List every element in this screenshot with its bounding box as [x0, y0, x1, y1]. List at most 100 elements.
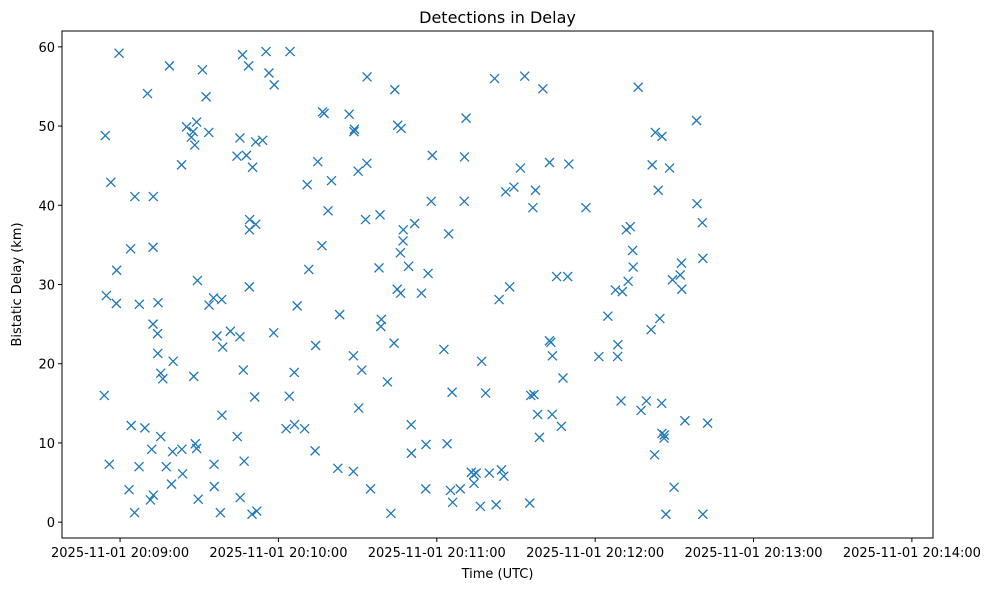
x-axis-label: Time (UTC) [461, 567, 534, 582]
data-point-4 [105, 177, 116, 188]
data-point-156 [480, 388, 491, 398]
data-point-138 [427, 150, 438, 161]
x-tick-label-2: 2025-11-01 20:11:00 [368, 546, 506, 561]
data-point-218 [676, 258, 687, 269]
data-point-88 [289, 419, 300, 430]
data-point-105 [349, 124, 360, 135]
data-point-203 [647, 159, 658, 170]
data-point-141 [442, 438, 453, 449]
data-point-102 [334, 309, 345, 320]
data-point-8 [124, 484, 135, 495]
data-point-163 [500, 186, 511, 197]
data-point-95 [312, 156, 323, 167]
data-point-36 [177, 468, 188, 479]
data-point-73 [247, 162, 258, 173]
data-point-103 [344, 109, 355, 120]
y-tick-label-4: 40 [38, 199, 55, 214]
data-point-54 [211, 331, 222, 341]
x-tick-label-3: 2025-11-01 20:12:00 [526, 546, 664, 561]
data-point-216 [669, 482, 680, 493]
data-point-223 [697, 217, 708, 228]
data-point-143 [445, 485, 456, 496]
data-point-68 [241, 150, 252, 161]
data-point-139 [426, 196, 437, 207]
data-point-82 [269, 79, 280, 90]
data-point-14 [134, 461, 145, 472]
data-point-76 [250, 219, 261, 230]
data-point-37 [181, 121, 192, 132]
data-point-159 [491, 499, 502, 510]
data-point-155 [476, 356, 487, 367]
data-point-70 [244, 281, 255, 292]
data-point-182 [556, 421, 567, 432]
data-point-56 [216, 294, 227, 305]
data-point-137 [423, 268, 434, 279]
data-point-185 [563, 159, 574, 170]
data-point-99 [323, 205, 334, 216]
data-point-40 [188, 371, 199, 382]
data-point-108 [353, 403, 364, 414]
data-point-191 [612, 351, 623, 362]
data-point-30 [164, 60, 175, 71]
data-point-184 [562, 271, 573, 282]
data-point-188 [602, 311, 613, 322]
data-point-101 [332, 463, 343, 474]
data-point-94 [310, 340, 321, 351]
data-point-206 [653, 185, 664, 196]
data-point-106 [348, 126, 359, 137]
data-point-66 [238, 365, 249, 376]
data-point-125 [395, 247, 406, 258]
data-point-131 [406, 419, 417, 430]
data-point-172 [530, 185, 541, 196]
data-point-24 [152, 348, 163, 359]
data-point-220 [679, 415, 690, 426]
data-point-193 [617, 286, 628, 297]
data-point-215 [667, 274, 678, 285]
y-tick-label-1: 10 [38, 437, 55, 452]
data-point-225 [697, 509, 708, 520]
data-point-55 [215, 507, 226, 518]
x-tick-label-0: 2025-11-01 20:09:00 [51, 546, 189, 561]
data-point-6 [111, 265, 122, 276]
data-point-21 [148, 242, 159, 253]
data-point-132 [406, 448, 417, 459]
data-point-186 [580, 202, 591, 213]
data-point-15 [139, 422, 150, 433]
chart-title: Detections in Delay [419, 8, 576, 27]
data-point-85 [284, 391, 295, 402]
data-point-136 [420, 483, 431, 494]
data-point-100 [326, 175, 337, 186]
data-point-72 [244, 214, 255, 225]
data-point-13 [134, 299, 145, 310]
data-point-140 [438, 344, 449, 355]
x-tick-label-1: 2025-11-01 20:10:00 [209, 546, 347, 561]
data-point-144 [447, 497, 458, 508]
data-point-196 [625, 221, 636, 232]
data-point-180 [547, 409, 558, 420]
data-point-11 [129, 191, 140, 202]
data-point-93 [310, 445, 321, 456]
y-tick-label-5: 50 [38, 120, 55, 135]
data-point-135 [421, 439, 431, 450]
data-point-221 [691, 115, 702, 126]
data-point-46 [193, 494, 204, 505]
data-point-65 [237, 49, 248, 60]
data-point-119 [382, 376, 393, 387]
data-point-87 [289, 367, 300, 378]
data-point-35 [176, 444, 187, 455]
data-point-44 [191, 443, 202, 454]
data-point-62 [234, 132, 245, 143]
data-point-213 [660, 509, 671, 520]
data-point-170 [527, 202, 538, 213]
data-point-189 [610, 285, 621, 296]
data-point-198 [628, 262, 639, 273]
data-point-112 [361, 158, 372, 169]
data-point-187 [593, 351, 604, 362]
data-point-146 [455, 483, 466, 494]
data-point-178 [545, 337, 556, 348]
data-point-207 [654, 313, 665, 324]
data-point-47 [197, 64, 208, 75]
data-point-110 [356, 365, 367, 376]
data-point-90 [299, 423, 310, 434]
data-point-69 [243, 60, 254, 71]
